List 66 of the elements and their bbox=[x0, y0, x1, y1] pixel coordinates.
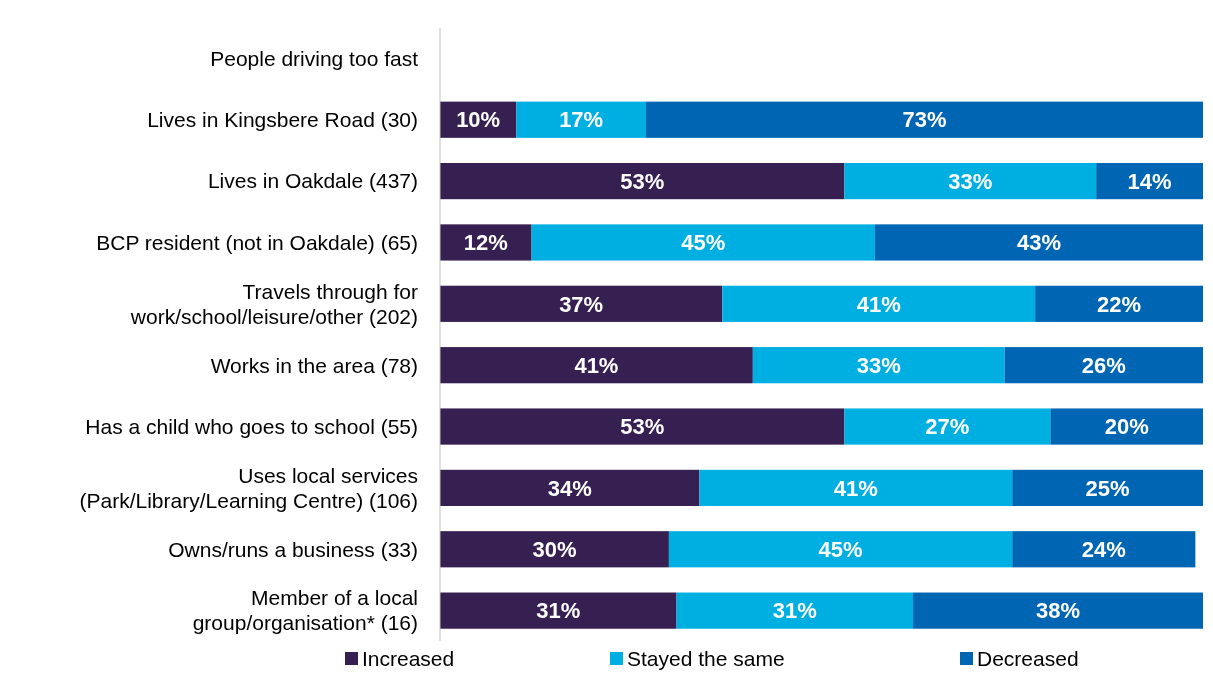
y-tick-label: Lives in Oakdale (437) bbox=[207, 169, 418, 193]
bar bbox=[844, 408, 1051, 445]
bar bbox=[913, 592, 1203, 629]
data-label: 41% bbox=[856, 291, 901, 317]
data-label: 24% bbox=[1081, 536, 1126, 562]
bar bbox=[752, 347, 1005, 384]
data-label: 10% bbox=[456, 107, 501, 133]
data-label: 27% bbox=[925, 414, 970, 440]
data-label: 43% bbox=[1016, 230, 1061, 256]
bar bbox=[699, 469, 1013, 507]
legend-label: Stayed the same bbox=[627, 647, 785, 671]
data-label: 37% bbox=[559, 291, 604, 317]
data-label: 14% bbox=[1127, 168, 1172, 194]
data-label: 53% bbox=[620, 168, 665, 194]
data-label: 12% bbox=[463, 230, 508, 256]
bar bbox=[531, 224, 875, 261]
bar bbox=[874, 224, 1203, 261]
data-label: 22% bbox=[1097, 291, 1142, 317]
data-label: 38% bbox=[1036, 598, 1081, 624]
data-label: 45% bbox=[818, 536, 863, 562]
data-label: 41% bbox=[833, 475, 878, 501]
bar bbox=[844, 163, 1097, 200]
bar bbox=[440, 163, 845, 200]
bar bbox=[646, 101, 1203, 138]
data-label: 41% bbox=[574, 352, 619, 378]
data-label: 26% bbox=[1081, 352, 1126, 378]
legend-label: Increased bbox=[362, 647, 455, 671]
bar bbox=[440, 592, 677, 629]
data-label: 73% bbox=[902, 107, 947, 133]
data-label: 34% bbox=[547, 475, 592, 501]
data-label: 17% bbox=[559, 107, 604, 133]
bar bbox=[722, 285, 1036, 322]
bar bbox=[1035, 285, 1203, 322]
bar bbox=[1004, 347, 1203, 384]
legend-label: Decreased bbox=[977, 647, 1079, 671]
y-tick-label: Owns/runs a business (33) bbox=[168, 537, 418, 561]
y-tick-label: Uses local services (Park/Library/Learning Centre) (106) bbox=[79, 463, 418, 512]
bar bbox=[440, 224, 532, 261]
data-label: 30% bbox=[532, 536, 577, 562]
data-label: 31% bbox=[536, 598, 581, 624]
data-label: 45% bbox=[681, 230, 726, 256]
bar bbox=[1050, 408, 1203, 445]
y-tick-label: BCP resident (not in Oakdale) (65) bbox=[96, 230, 418, 254]
y-tick-label: Has a child who goes to school (55) bbox=[85, 414, 418, 438]
y-tick-label: Travels through for work/school/leisure/other (202) bbox=[129, 279, 418, 328]
bar bbox=[440, 285, 723, 322]
bar bbox=[676, 592, 914, 629]
data-label: 25% bbox=[1085, 475, 1130, 501]
data-label: 33% bbox=[856, 352, 901, 378]
bar bbox=[1096, 163, 1203, 200]
y-tick-label: Lives in Kingsbere Road (30) bbox=[147, 108, 418, 132]
bar bbox=[440, 347, 753, 384]
bar bbox=[440, 469, 700, 507]
bar bbox=[440, 408, 845, 445]
bar bbox=[668, 531, 1013, 568]
y-tick-label: Member of a local group/organisation* (16) bbox=[192, 586, 418, 635]
y-tick-label: Works in the area (78) bbox=[210, 353, 418, 377]
bar bbox=[440, 531, 669, 568]
data-label: 31% bbox=[772, 598, 817, 624]
bar bbox=[1012, 531, 1196, 568]
data-label: 33% bbox=[948, 168, 993, 194]
bar bbox=[1012, 469, 1203, 507]
bar bbox=[516, 101, 647, 138]
data-label: 20% bbox=[1104, 414, 1149, 440]
data-label: 53% bbox=[620, 414, 665, 440]
y-tick-label: People driving too fast bbox=[210, 46, 419, 70]
